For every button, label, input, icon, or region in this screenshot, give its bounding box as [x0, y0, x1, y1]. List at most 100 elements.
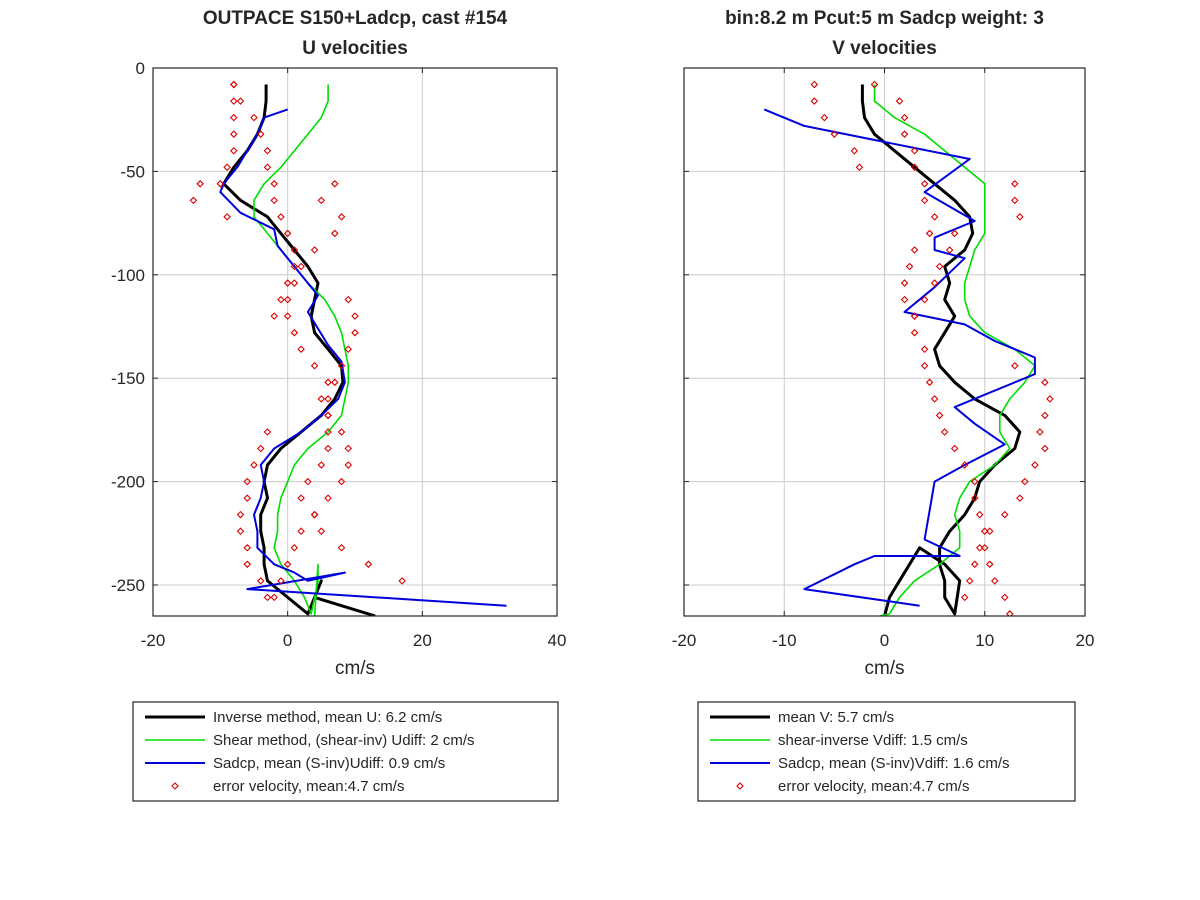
error-velocity-marker	[283, 229, 292, 238]
error-velocity-marker	[935, 411, 944, 420]
error-velocity-marker	[236, 97, 245, 105]
error-velocity-marker	[317, 461, 326, 469]
error-velocity-marker	[990, 577, 999, 585]
error-velocity-marker	[1016, 213, 1024, 221]
error-velocity-marker	[283, 295, 292, 304]
error-velocity-marker	[290, 543, 299, 552]
error-velocity-marker	[960, 461, 969, 469]
error-velocity-marker	[398, 577, 406, 585]
error-velocity-marker	[337, 428, 346, 436]
legend-label: shear-inverse Vdiff: 1.5 cm/s	[778, 732, 968, 749]
error-velocity-marker	[344, 461, 353, 469]
error-velocity-marker	[925, 229, 934, 238]
error-velocity-marker	[256, 130, 265, 138]
error-velocity-marker	[900, 279, 909, 287]
error-velocity-marker	[263, 146, 272, 155]
error-velocity-marker	[250, 461, 258, 469]
error-velocity-marker	[980, 527, 989, 535]
error-velocity-marker	[970, 560, 979, 569]
error-velocity-marker	[351, 312, 359, 320]
error-velocity-marker	[270, 593, 278, 602]
error-velocity-marker	[331, 378, 339, 387]
error-velocity-marker	[230, 113, 238, 122]
error-velocity-marker	[216, 180, 225, 188]
error-velocity-marker	[243, 543, 252, 552]
legend-label: Inverse method, mean U: 6.2 cm/s	[213, 709, 442, 726]
error-velocity-marker	[243, 477, 252, 486]
x-axis-label: cm/s	[864, 658, 904, 679]
error-velocity-marker	[920, 345, 929, 354]
legend: Inverse method, mean U: 6.2 cm/s Shear me…	[132, 701, 559, 802]
error-velocity-marker	[263, 163, 272, 172]
error-velocity-marker	[935, 262, 944, 271]
error-velocity-marker	[337, 362, 346, 370]
x-tick-label: 40	[548, 631, 567, 650]
y-tick-label: 0	[136, 59, 145, 78]
error-velocity-marker	[337, 213, 346, 221]
error-velocity-marker	[230, 130, 238, 138]
error-velocity-marker	[324, 411, 332, 420]
error-velocity-marker	[263, 428, 272, 436]
error-velocity-marker	[277, 577, 285, 585]
series-line-2	[219, 108, 507, 607]
error-velocity-marker	[324, 378, 332, 387]
error-velocity-marker	[344, 295, 353, 304]
error-velocity-marker	[930, 279, 939, 287]
error-velocity-marker	[277, 213, 285, 221]
error-velocity-marker	[830, 130, 839, 138]
error-velocity-marker	[1041, 444, 1049, 453]
error-velocity-marker	[1041, 378, 1049, 387]
series-line-2	[763, 108, 1036, 607]
error-velocity-marker	[920, 180, 929, 188]
error-velocity-marker	[236, 527, 245, 535]
error-velocity-marker	[930, 213, 939, 221]
error-velocity-marker	[970, 477, 979, 486]
error-velocity-marker	[337, 477, 346, 486]
plot-area	[153, 68, 557, 616]
error-velocity-marker	[930, 395, 939, 403]
error-velocity-marker	[910, 163, 919, 172]
error-velocity-marker	[910, 328, 919, 337]
chart-subtitle: U velocities	[302, 38, 408, 59]
error-velocity-marker	[324, 395, 332, 403]
error-velocity-marker	[920, 295, 929, 304]
error-velocity-marker	[960, 593, 969, 602]
error-velocity-marker	[900, 295, 909, 304]
panel-v: -20 -10 0 10 20 bin:8.2 m Pcut:5 m Sadcp weig…	[672, 8, 1095, 802]
y-tick-label: -100	[111, 266, 145, 285]
x-tick-label: 20	[1076, 631, 1095, 650]
error-velocity-marker	[975, 510, 984, 519]
legend-label: Shear method, (shear-inv) Udiff: 2 cm/s	[213, 732, 475, 749]
error-velocity-marker	[810, 97, 819, 105]
error-velocity-marker	[920, 362, 929, 370]
error-velocity-marker	[965, 577, 974, 585]
error-velocity-marker	[920, 196, 929, 205]
legend-label: Sadcp, mean (S-inv)Vdiff: 1.6 cm/s	[778, 755, 1009, 772]
chart-subtitle: V velocities	[832, 38, 937, 59]
error-velocity-marker	[297, 494, 305, 502]
y-tick-label: -50	[120, 162, 145, 181]
error-velocity-marker	[810, 80, 819, 89]
error-velocity-marker	[855, 163, 864, 172]
error-velocity-marker	[310, 510, 319, 519]
series-group	[189, 80, 507, 616]
error-velocity-marker	[223, 213, 231, 221]
error-velocity-marker	[337, 543, 346, 552]
error-velocity-marker	[250, 113, 258, 122]
error-velocity-marker	[283, 312, 292, 320]
error-velocity-marker	[905, 262, 914, 271]
error-velocity-marker	[870, 80, 879, 89]
error-velocity-marker	[230, 97, 238, 105]
error-velocity-marker	[304, 477, 312, 486]
series-group	[763, 80, 1054, 616]
series-line-1	[873, 84, 1036, 616]
y-tick-label: -250	[111, 576, 145, 595]
x-axis-label: cm/s	[335, 658, 375, 679]
y-tick-label: -150	[111, 369, 145, 388]
error-velocity-marker	[290, 328, 299, 337]
error-velocity-marker	[236, 510, 245, 519]
error-velocity-marker	[1011, 362, 1019, 370]
error-velocity-marker	[324, 494, 332, 502]
